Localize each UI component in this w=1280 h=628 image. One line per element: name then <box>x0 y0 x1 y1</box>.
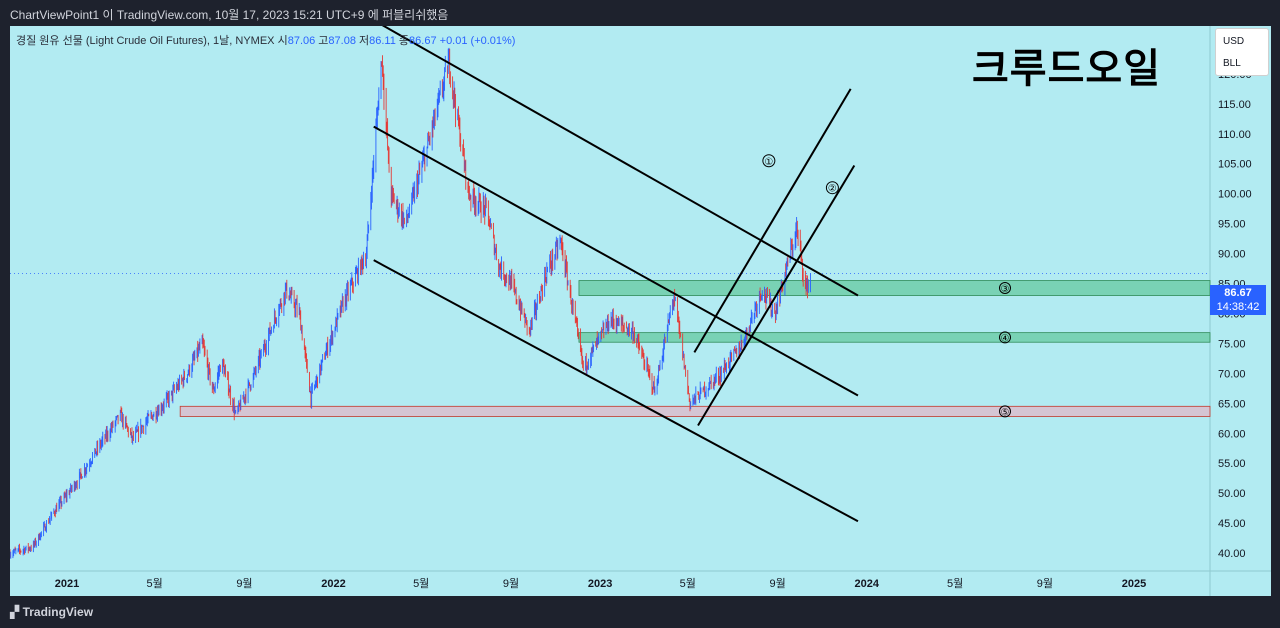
y-tick-label: 100.00 <box>1218 189 1252 201</box>
last-price: 86.67 <box>1224 287 1252 299</box>
close-label: 종 <box>398 35 410 47</box>
chart-area[interactable]: 40.00 45.00 50.00 55.00 60.00 65.00 70.00 75.00… <box>10 26 1271 596</box>
x-tick-label: 9월 <box>1037 577 1053 590</box>
y-tick-label: 55.00 <box>1218 458 1246 470</box>
unit-label: BLL <box>1223 58 1241 69</box>
y-tick-label: 115.00 <box>1218 99 1251 111</box>
y-tick-label: 90.00 <box>1218 249 1246 261</box>
trend-line <box>373 125 859 397</box>
zone-label: ③ <box>1001 284 1010 295</box>
logo-text: TradingView <box>22 605 94 619</box>
trend-line <box>697 165 856 426</box>
x-tick-label: 5월 <box>146 577 162 590</box>
y-tick-label: 105.00 <box>1218 159 1252 171</box>
x-tick-label: 2022 <box>321 578 345 590</box>
x-tick-label: 9월 <box>236 577 252 590</box>
y-tick-label: 60.00 <box>1218 428 1246 440</box>
zone-label: ⑤ <box>1001 407 1010 418</box>
y-tick-label: 95.00 <box>1218 219 1246 231</box>
trend-marker-circle <box>762 154 776 168</box>
x-tick-label: 2025 <box>1122 578 1146 590</box>
change-value: +0.01 (+0.01%) <box>439 35 516 47</box>
y-tick-label: 65.00 <box>1218 398 1246 410</box>
price-chart[interactable]: 40.00 45.00 50.00 55.00 60.00 65.00 70.00 75.00… <box>10 26 1271 596</box>
high-value: 87.08 <box>328 35 356 47</box>
trend-label: ① <box>764 157 773 168</box>
y-tick-label: 45.00 <box>1218 518 1246 530</box>
y-tick-label: 70.00 <box>1218 368 1246 380</box>
currency-unit-button[interactable]: USD BLL <box>1215 28 1269 76</box>
trend-label: ② <box>828 184 837 195</box>
low-value: 86.11 <box>369 35 396 47</box>
zone-label: ④ <box>1001 333 1010 344</box>
tradingview-logo[interactable]: ▞ TradingView <box>10 605 94 619</box>
zone-marker-circle <box>999 331 1011 344</box>
trend-marker-circle <box>825 181 839 195</box>
overlay-title: 크루드오일 <box>972 46 1161 92</box>
x-tick-label: 5월 <box>947 577 963 590</box>
high-label: 고 <box>318 35 329 47</box>
y-tick-label: 40.00 <box>1218 548 1246 560</box>
x-tick-label: 2021 <box>55 578 79 590</box>
x-tick-label: 2024 <box>854 578 879 590</box>
top-bar: ChartViewPoint1 이 TradingView.com, 10월 1… <box>0 0 1280 26</box>
x-tick-label: 9월 <box>769 577 785 590</box>
bar-countdown: 14:38:42 <box>1216 301 1260 313</box>
zone-rect <box>179 405 1211 417</box>
x-tick-label: 2023 <box>588 578 612 590</box>
publish-caption: ChartViewPoint1 이 TradingView.com, 10월 1… <box>10 8 449 22</box>
open-value: 87.06 <box>287 35 316 47</box>
y-tick-label: 50.00 <box>1218 488 1246 500</box>
trend-line <box>381 26 859 297</box>
symbol-title: 경질 원유 선물 (Light Crude Oil Futures), 1날, … <box>16 35 275 47</box>
x-tick-label: 9월 <box>503 577 519 590</box>
last-price-tag: 86.67 14:38:42 <box>1210 285 1266 315</box>
close-value: 86.67 <box>409 35 437 47</box>
open-label: 시 <box>277 35 288 47</box>
zone-marker-circle <box>999 405 1011 418</box>
zone-marker-circle <box>999 282 1011 295</box>
zone-rect <box>578 332 1211 343</box>
ohlc-legend: 경질 원유 선물 (Light Crude Oil Futures), 1날, … <box>16 32 515 48</box>
low-label: 저 <box>359 35 370 47</box>
trend-line <box>693 88 852 353</box>
bottom-bar: ▞ TradingView <box>0 596 1280 628</box>
currency-label: USD <box>1223 36 1245 47</box>
y-tick-label: 75.00 <box>1218 338 1246 350</box>
y-tick-label: 110.00 <box>1218 129 1251 141</box>
x-tick-label: 5월 <box>413 577 429 590</box>
x-tick-label: 5월 <box>680 577 696 590</box>
trend-line <box>373 259 859 523</box>
